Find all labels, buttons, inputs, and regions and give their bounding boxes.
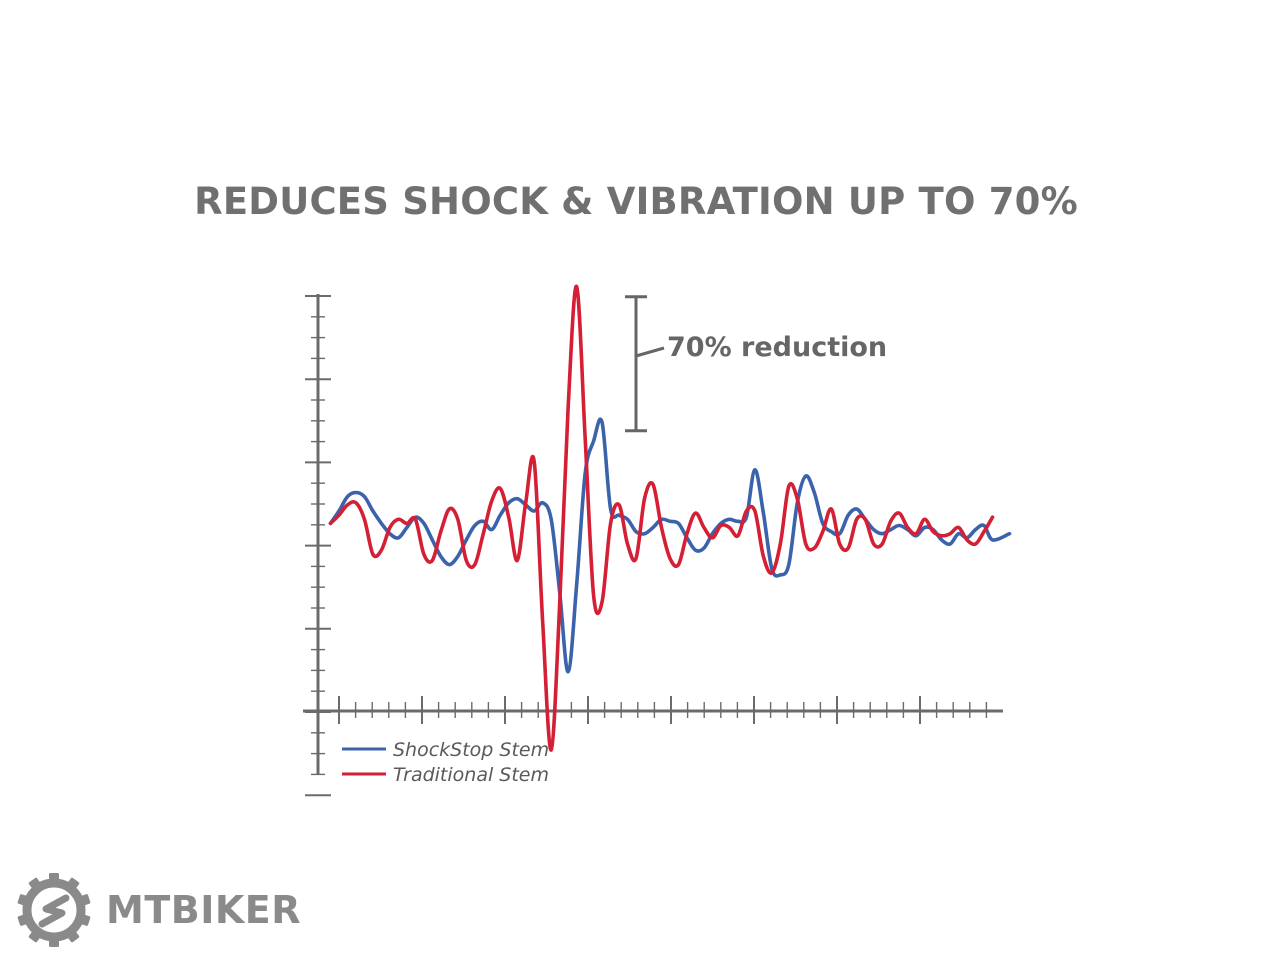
reduction-annotation: 70% reduction — [625, 295, 887, 433]
logo-text: MTBIKER — [106, 888, 302, 932]
gear-icon — [17, 873, 91, 947]
chart-legend: ShockStop Stem Traditional Stem — [342, 739, 549, 786]
series-line-traditional — [328, 284, 995, 752]
legend-label-traditional: Traditional Stem — [393, 764, 549, 786]
series-line-shockstop — [328, 417, 1012, 674]
chart-series-layer — [328, 284, 1012, 752]
mtbiker-logo[interactable]: MTBIKER — [16, 872, 301, 948]
legend-label-shockstop: ShockStop Stem — [393, 739, 549, 761]
annotation-label: 70% reduction — [667, 332, 887, 363]
chart-title: REDUCES SHOCK & VIBRATION UP TO 70% — [194, 180, 1078, 223]
chart-axes — [303, 294, 1003, 797]
annotation-leader — [635, 346, 665, 358]
